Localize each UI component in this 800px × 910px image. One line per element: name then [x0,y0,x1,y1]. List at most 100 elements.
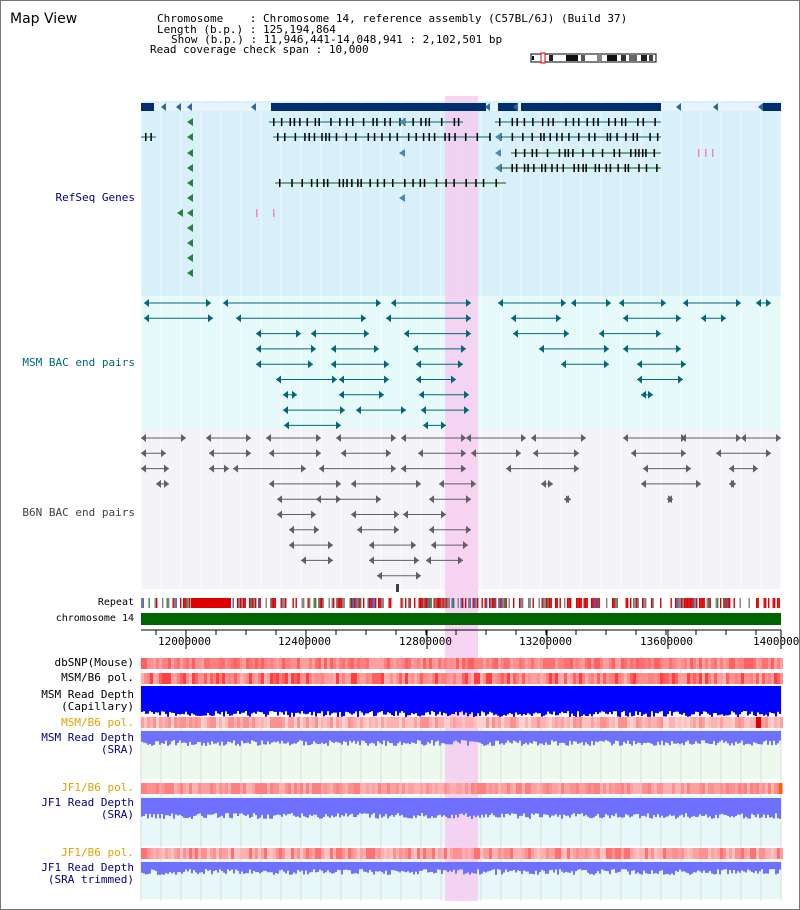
heat-cell [660,717,663,728]
heat-cell [255,783,258,794]
heat-cell [729,673,732,684]
heat-cell [417,717,420,728]
heat-cell [234,717,237,728]
depth-bar [453,798,455,819]
track-label-msm-depth-sra: MSM Read Depth [41,731,134,744]
depth-bar [537,686,539,714]
repeat-mark [541,598,543,608]
track-label-refseq[interactable]: RefSeq Genes [55,191,135,204]
exon [412,179,414,187]
heat-cell [375,848,378,859]
ideogram-view-box [540,52,546,64]
depth-bar [167,798,169,816]
depth-bar [547,798,549,816]
depth-bar [217,731,219,743]
heat-cell [171,848,174,859]
repeat-mark [339,598,341,608]
heat-cell [621,673,624,684]
bac-end-right [361,314,366,323]
bac-end-left [416,375,421,384]
exon [592,118,595,126]
heat-cell [549,717,552,728]
heat-cell [741,783,744,794]
repeat-mark [382,598,384,608]
depth-bar [699,798,701,815]
depth-bar [205,686,207,716]
repeat-mark [180,598,182,608]
heat-cell [669,673,672,684]
heat-cell [765,658,768,669]
depth-bar [703,862,705,871]
depth-bar [591,862,593,874]
depth-bar [683,731,685,746]
depth-bar [215,686,217,712]
depth-bar [203,686,205,716]
exon [515,149,517,157]
depth-bar [519,731,521,741]
heat-cell [672,717,675,728]
depth-bar [625,862,627,870]
bac-end-left [404,329,409,338]
heat-cell [465,673,468,684]
depth-bar [197,798,199,814]
depth-bar [499,686,501,717]
heat-cell [468,673,471,684]
depth-bar [725,798,727,816]
exon [346,118,348,126]
depth-bar [221,798,223,816]
heat-cell [498,673,501,684]
exon [440,118,443,126]
heat-cell [141,848,144,859]
heat-cell [243,848,246,859]
heat-cell [711,658,714,669]
depth-bar [273,798,275,816]
heat-cell [276,848,279,859]
exon [544,164,547,172]
heat-cell [417,848,420,859]
heat-cell [426,673,429,684]
depth-bar [199,731,201,742]
track-label-repeat: Repeat [97,597,134,608]
depth-bar [459,731,461,744]
heat-cell [264,717,267,728]
repeat-mark [493,598,495,608]
heat-cell [291,717,294,728]
heat-cell [561,658,564,669]
heat-cell [744,673,747,684]
depth-bar [531,731,533,744]
depth-bar [351,862,353,874]
depth-bar [409,731,411,745]
depth-bar [391,686,393,716]
depth-bar [727,862,729,875]
heat-cell [447,848,450,859]
heat-cell [528,717,531,728]
depth-bar [705,862,707,873]
heat-cell [639,783,642,794]
depth-bar [449,862,451,871]
repeat-mark [405,598,407,608]
repeat-mark [462,598,464,608]
depth-bar [375,731,377,746]
track-label-msm-bac[interactable]: MSM BAC end pairs [22,356,135,369]
heat-cell [267,783,270,794]
track-label-b6n-bac[interactable]: B6N BAC end pairs [22,506,135,519]
heat-cell [651,848,654,859]
depth-bar [407,731,409,744]
msm-depth-capillary [141,686,781,717]
depth-bar [767,798,769,815]
depth-bar [571,731,573,745]
depth-bar [575,731,577,742]
depth-bar [653,862,655,874]
exon [606,133,609,141]
depth-bar [463,731,465,741]
depth-bar [619,862,621,872]
heat-cell [390,848,393,859]
depth-bar [437,798,439,816]
depth-bar [511,798,513,814]
heat-cell [735,848,738,859]
heat-cell [447,717,450,728]
depth-bar [427,731,429,743]
depth-bar [165,862,167,874]
heat-cell [141,717,144,728]
